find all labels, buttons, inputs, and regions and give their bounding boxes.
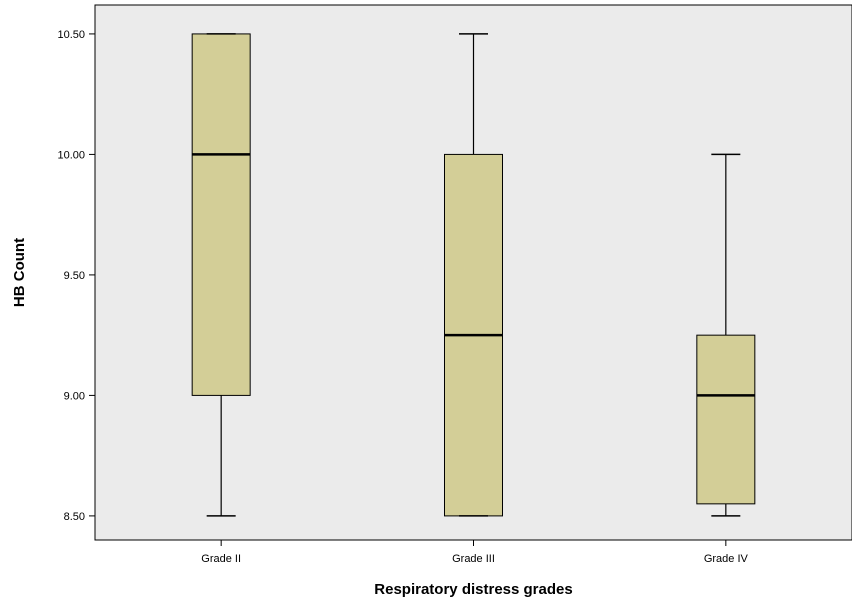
x-tick-label: Grade III — [452, 553, 495, 565]
y-tick-label: 9.00 — [64, 390, 85, 402]
box — [696, 334, 756, 505]
x-tick-label: Grade IV — [704, 553, 749, 565]
box-group — [444, 33, 503, 517]
box — [191, 33, 251, 396]
x-ticks: Grade II Grade III Grade IV — [201, 540, 749, 565]
y-ticks: 8.50 9.00 9.50 10.00 10.50 — [57, 29, 95, 523]
box-group — [696, 153, 756, 517]
y-tick-label: 10.50 — [57, 29, 85, 41]
x-axis-title: Respiratory distress grades — [374, 581, 572, 598]
boxes — [191, 33, 756, 517]
y-tick-label: 9.50 — [64, 270, 85, 282]
x-tick-label: Grade II — [201, 553, 241, 565]
y-tick-label: 10.00 — [57, 149, 85, 161]
box-group — [191, 33, 251, 517]
y-tick-label: 8.50 — [64, 511, 85, 523]
y-axis-title: HB Count — [11, 238, 28, 307]
